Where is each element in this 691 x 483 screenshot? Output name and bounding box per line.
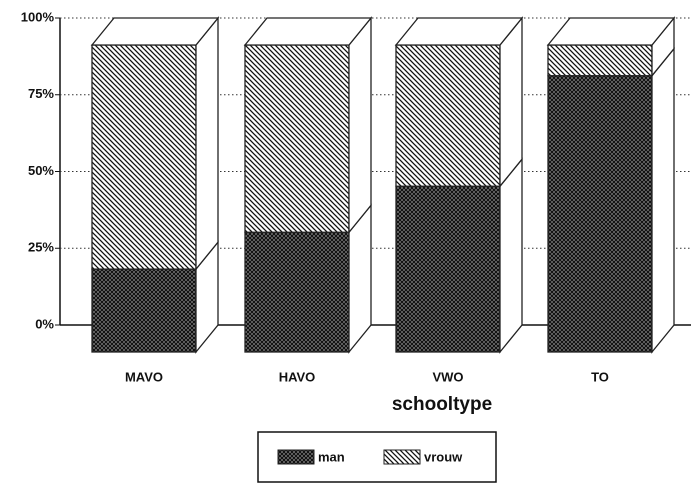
y-tick-label: 25% [28,240,54,255]
x-tick-label: HAVO [279,369,316,384]
bar-segment [395,44,501,187]
y-tick-label: 100% [21,9,55,24]
bar-segment [395,185,501,353]
bar-side [348,16,372,235]
bar-segment [547,75,653,353]
bar-segment [91,268,197,353]
bar-top [394,17,524,46]
bar-top [546,17,676,46]
y-tick-label: 0% [35,316,54,331]
x-tick-label: MAVO [125,369,163,384]
bar-segment [244,231,350,353]
bar-side [651,46,675,354]
bar-top [243,17,373,46]
x-tick-label: VWO [432,369,463,384]
bar-top [90,17,220,46]
y-tick-label: 75% [28,86,54,101]
bar-side [499,157,523,354]
y-tick-label: 50% [28,163,54,178]
bar-segment [547,44,653,77]
bar-segment [91,44,197,270]
legend-label: vrouw [424,449,463,464]
x-axis-label: schooltype [392,394,492,415]
legend-swatch [383,449,421,465]
legend-label: man [318,449,345,464]
x-tick-label: TO [591,369,609,384]
bar-side [499,16,523,189]
bar-segment [244,44,350,233]
legend-swatch [277,449,315,465]
bar-side [195,16,219,271]
